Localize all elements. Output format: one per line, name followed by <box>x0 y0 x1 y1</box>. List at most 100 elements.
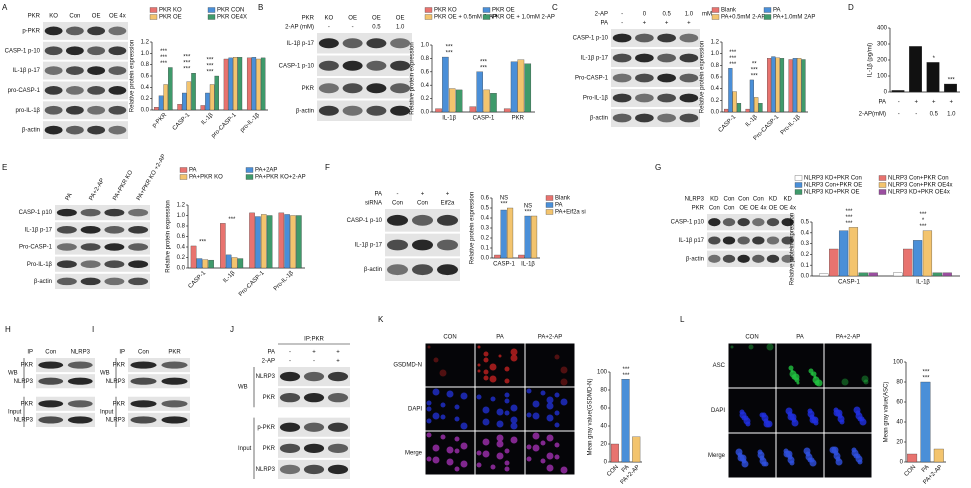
cell-signal <box>510 354 518 362</box>
blot-band <box>679 33 699 43</box>
blot-band <box>87 125 106 135</box>
y-tick-label: 0.8 <box>177 224 186 230</box>
bar <box>858 272 868 277</box>
legend-label: PKR OE <box>492 8 515 14</box>
blot-band <box>44 86 63 95</box>
cell-signal <box>440 414 446 420</box>
y-tick-label: 0.8 <box>141 62 150 68</box>
cell-signal <box>489 363 497 371</box>
y-tick-label: 0.2 <box>421 96 430 102</box>
blot-band <box>67 361 93 369</box>
blot-band <box>87 26 106 36</box>
lane-label: - <box>621 12 623 18</box>
y-tick-label: 1.2 <box>141 40 150 46</box>
blot-band <box>65 86 84 95</box>
row-label: β-actin <box>364 267 382 273</box>
blot-band <box>104 260 125 268</box>
blot-strip <box>317 100 412 121</box>
cell-signal <box>496 408 504 416</box>
lane-header-name: PKR <box>28 14 41 20</box>
panel-label: F <box>325 163 330 172</box>
group-label: Input <box>238 446 252 452</box>
lane-label: Con <box>738 197 749 203</box>
row-label: CASP-1 p-10 <box>573 36 609 42</box>
y-tick-label: 40 <box>896 420 903 426</box>
cell-signal <box>739 409 745 415</box>
x-tick-label: IL-1β <box>521 262 535 268</box>
blot-band <box>87 46 106 56</box>
bar <box>510 61 518 113</box>
blot-band <box>766 218 780 227</box>
micrograph <box>475 343 525 387</box>
lane-label: + <box>421 192 425 198</box>
cell-signal <box>504 398 510 404</box>
cell-signal <box>546 402 554 410</box>
blot-band <box>56 208 77 217</box>
cell-signal <box>757 449 763 455</box>
lane-label: Con <box>138 350 149 356</box>
legend-label: PA <box>189 168 197 174</box>
panel-label: H <box>5 325 11 334</box>
bar <box>290 215 296 269</box>
cell-signal <box>477 363 481 367</box>
cell-signal <box>788 365 794 371</box>
cell-signal <box>454 466 460 472</box>
row-label: PKR <box>21 363 34 369</box>
y-axis-label: Relative protein expression <box>700 41 706 113</box>
y-tick-label: 0.4 <box>481 216 490 222</box>
cell-signal <box>540 390 546 396</box>
bar <box>503 108 511 113</box>
blot-band <box>390 60 411 71</box>
blot-band <box>752 254 765 263</box>
row-label: Pro-IL-1β <box>27 262 53 268</box>
blot-band <box>327 393 349 403</box>
bar <box>237 57 243 111</box>
blot-band <box>412 239 433 251</box>
cell-signal <box>483 369 489 375</box>
blot-strip <box>707 214 795 231</box>
y-tick-label: 0.1 <box>801 263 810 269</box>
bar <box>483 89 490 113</box>
image-row-label: Merge <box>405 451 423 457</box>
y-tick-label: 300 <box>877 42 888 48</box>
y-tick-label: 0.0 <box>801 274 810 280</box>
lane-header-name: IP <box>119 350 125 356</box>
condition-name: 2-AP(mM) <box>859 112 886 118</box>
micrograph <box>728 433 776 478</box>
blot-band <box>108 66 127 75</box>
blot-band <box>44 46 63 56</box>
cell-signal <box>532 400 540 408</box>
panel-label: L <box>680 315 685 324</box>
y-tick-label: 0.2 <box>801 252 810 258</box>
cell-signal <box>807 408 813 414</box>
blot-band <box>87 105 106 115</box>
y-axis-label: Mean gray value(ASC) <box>884 382 890 443</box>
image-row-label: Merge <box>708 453 726 459</box>
bar <box>196 258 203 269</box>
bar <box>942 272 952 277</box>
blot-band <box>108 46 127 56</box>
blot-band <box>56 226 77 234</box>
legend-swatch <box>763 7 772 13</box>
bar <box>220 223 226 269</box>
blot-strip <box>43 61 128 80</box>
blot-band <box>657 73 676 83</box>
row-label: PKR <box>113 401 126 407</box>
blot-band <box>635 73 654 83</box>
cell-signal <box>863 379 869 385</box>
blot-band <box>327 371 349 382</box>
x-tick-label: CASP-1 <box>172 112 192 132</box>
blot-band <box>44 125 63 135</box>
bar <box>214 75 219 111</box>
lane-label: OE <box>348 16 357 22</box>
blot-strip <box>611 69 700 87</box>
cell-signal <box>433 357 439 363</box>
blot-band <box>65 46 84 56</box>
lane-header-name: PA <box>267 350 275 356</box>
legend-swatch <box>149 7 158 13</box>
cell-signal <box>496 434 504 442</box>
row-label: Pro-CASP-1 <box>575 76 609 82</box>
legend-label: PA+PKR KO+2-AP <box>255 175 306 181</box>
lane-label: + <box>687 21 691 27</box>
cell-signal <box>730 345 734 349</box>
